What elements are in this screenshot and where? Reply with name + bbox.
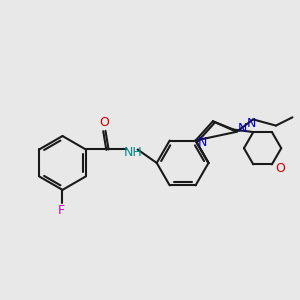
Text: N: N (247, 117, 256, 130)
Text: N: N (198, 136, 208, 149)
Text: O: O (275, 162, 285, 175)
Text: NH: NH (124, 146, 143, 159)
Text: N: N (238, 122, 248, 135)
Text: F: F (58, 204, 65, 217)
Text: O: O (100, 116, 110, 129)
